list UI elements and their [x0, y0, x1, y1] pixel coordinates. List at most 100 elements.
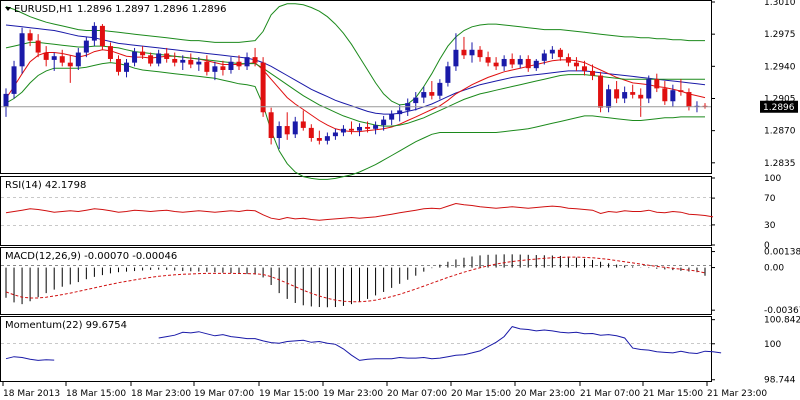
candle — [565, 53, 571, 67]
current-price-label: 1.2896 — [760, 100, 798, 113]
macd-signal-line — [5, 256, 706, 303]
candle — [188, 53, 194, 69]
candle — [83, 36, 89, 58]
candle — [324, 132, 330, 145]
macd-title: MACD(12,26,9) -0.00070 -0.00046 — [5, 251, 177, 262]
macd-tick-label: 0.00 — [764, 264, 784, 274]
time-tick-label: 21 Mar 07:00 — [580, 389, 640, 399]
time-tick-label: 19 Mar 15:00 — [259, 389, 319, 399]
candle — [614, 81, 620, 104]
candle — [11, 60, 17, 99]
candle — [549, 46, 555, 59]
collapse-arrow-icon[interactable] — [5, 7, 11, 11]
candle — [365, 121, 371, 133]
candle — [654, 73, 660, 93]
candle — [308, 124, 314, 142]
candle — [332, 128, 338, 140]
candle — [541, 49, 547, 65]
main-indicator-line-3 — [5, 3, 705, 106]
candle — [172, 52, 178, 67]
candle — [662, 81, 668, 105]
rsi-line — [5, 202, 714, 221]
candle — [517, 55, 523, 69]
candle — [606, 84, 612, 113]
momentum-panel — [0, 316, 712, 382]
candle — [260, 57, 266, 117]
candle — [19, 27, 25, 74]
candle — [397, 104, 403, 122]
candle — [244, 52, 250, 70]
candle — [501, 55, 507, 71]
candle — [148, 52, 154, 67]
candle — [276, 121, 282, 150]
price-tick-label: 1.3010 — [764, 0, 796, 8]
candle — [646, 75, 652, 104]
momentum-tick-label: 100 — [764, 340, 781, 350]
candle — [156, 49, 162, 67]
rsi-tick-label: 30 — [764, 221, 776, 231]
candle — [340, 125, 346, 137]
candle — [630, 84, 636, 99]
candle — [252, 47, 258, 67]
candle — [220, 60, 226, 76]
candle — [678, 79, 684, 96]
time-tick-label: 19 Mar 07:00 — [194, 389, 254, 399]
candle — [292, 116, 298, 138]
rsi-tick-label: 70 — [764, 194, 776, 204]
price-tick-label: 1.2940 — [764, 62, 796, 72]
candle — [622, 86, 628, 104]
candle — [35, 34, 41, 58]
candle — [453, 33, 459, 71]
time-tick-label: 20 Mar 23:00 — [515, 389, 575, 399]
macd-panel — [0, 247, 712, 315]
candle — [485, 51, 491, 67]
candle — [581, 60, 587, 76]
candle — [27, 29, 33, 47]
candle — [445, 61, 451, 87]
rsi-title: RSI(14) 42.1798 — [5, 180, 86, 191]
candle — [509, 53, 515, 69]
macd-tick-label: -0.00367 — [764, 306, 800, 316]
main-indicator-line-1 — [5, 49, 706, 133]
candle — [204, 55, 210, 76]
candle — [51, 52, 57, 71]
candle — [75, 47, 81, 70]
candle — [180, 55, 186, 70]
candle — [638, 88, 644, 117]
candle — [124, 58, 130, 78]
momentum-tick-label: 98.744 — [764, 376, 796, 386]
candle — [573, 57, 579, 71]
candle — [107, 42, 113, 62]
current-price-value: 1.2896 — [763, 103, 795, 113]
time-tick-label: 19 Mar 23:00 — [323, 389, 383, 399]
candle — [284, 112, 290, 140]
candle — [43, 46, 49, 67]
candle — [140, 46, 146, 59]
time-tick-label: 21 Mar 15:00 — [643, 389, 703, 399]
candle — [381, 115, 387, 131]
time-tick-label: 20 Mar 15:00 — [451, 389, 511, 399]
main-indicator-line-4 — [5, 62, 705, 180]
rsi-panel — [0, 176, 712, 246]
candle — [389, 110, 395, 126]
candle — [429, 81, 435, 100]
candle — [598, 71, 604, 113]
candle — [437, 79, 443, 100]
candle — [67, 55, 73, 83]
momentum-line — [5, 326, 722, 361]
price-tick-label: 1.2975 — [764, 30, 796, 40]
time-tick-label: 20 Mar 07:00 — [387, 389, 447, 399]
candle — [268, 107, 274, 145]
candle — [91, 22, 97, 47]
candle — [421, 86, 427, 104]
candle — [590, 64, 596, 81]
candle — [300, 110, 306, 131]
ohlc-values: 1.2896 1.2897 1.2896 1.2896 — [77, 4, 227, 15]
candle — [670, 84, 676, 107]
candle — [533, 58, 539, 71]
momentum-title: Momentum(22) 99.6754 — [5, 320, 127, 331]
candle — [236, 55, 242, 70]
price-tick-label: 1.2905 — [764, 94, 796, 104]
